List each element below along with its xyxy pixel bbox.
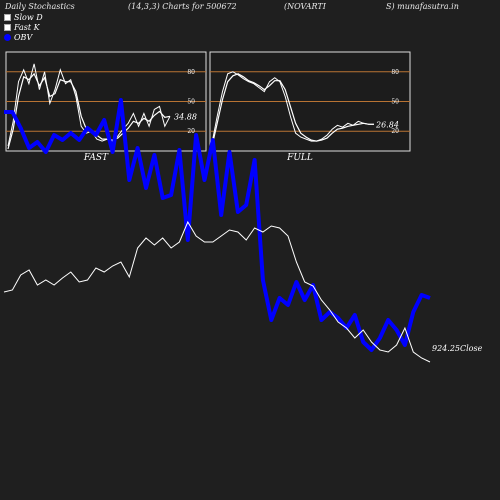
header-title: Daily Stochastics xyxy=(5,2,75,11)
close-line xyxy=(3,220,431,363)
full-series-slow-d xyxy=(211,73,374,147)
fast-tick-label: 80 xyxy=(187,69,195,76)
legend-slow-d: Slow D xyxy=(4,12,43,22)
fast-tick-label: 50 xyxy=(187,99,195,106)
legend-label-obv: OBV xyxy=(14,32,33,42)
legend-fast-k: Fast K xyxy=(4,22,43,32)
legend-obv: OBV xyxy=(4,32,43,42)
full-last-value: 26.84 xyxy=(375,120,399,129)
full-panel-title: FULL xyxy=(286,153,313,163)
obv-line xyxy=(4,98,431,352)
fast-panel-title: FAST xyxy=(83,153,109,163)
fast-last-value: 34.88 xyxy=(174,112,197,121)
fast-tick-label: 20 xyxy=(187,128,195,135)
close-last-value: 924.25Close xyxy=(432,344,483,353)
full-tick-label: 80 xyxy=(391,69,399,76)
legend: Slow D Fast K OBV xyxy=(4,12,43,42)
header-params: (14,3,3) Charts for 500672 xyxy=(128,2,237,11)
legend-swatch-fast-k xyxy=(4,23,11,31)
legend-label-slow-d: Slow D xyxy=(14,12,43,22)
legend-label-fast-k: Fast K xyxy=(14,22,40,32)
fast-series-fast-k xyxy=(7,63,171,147)
full-tick-label: 20 xyxy=(391,128,399,135)
legend-swatch-obv xyxy=(4,33,11,41)
full-tick-label: 50 xyxy=(391,99,399,106)
legend-swatch-slow-d xyxy=(4,13,11,21)
header-symbol-a: (NOVARTI xyxy=(284,2,326,11)
header-symbol-b: S) munafasutra.in xyxy=(386,2,459,11)
full-series-fast-k xyxy=(211,71,374,144)
